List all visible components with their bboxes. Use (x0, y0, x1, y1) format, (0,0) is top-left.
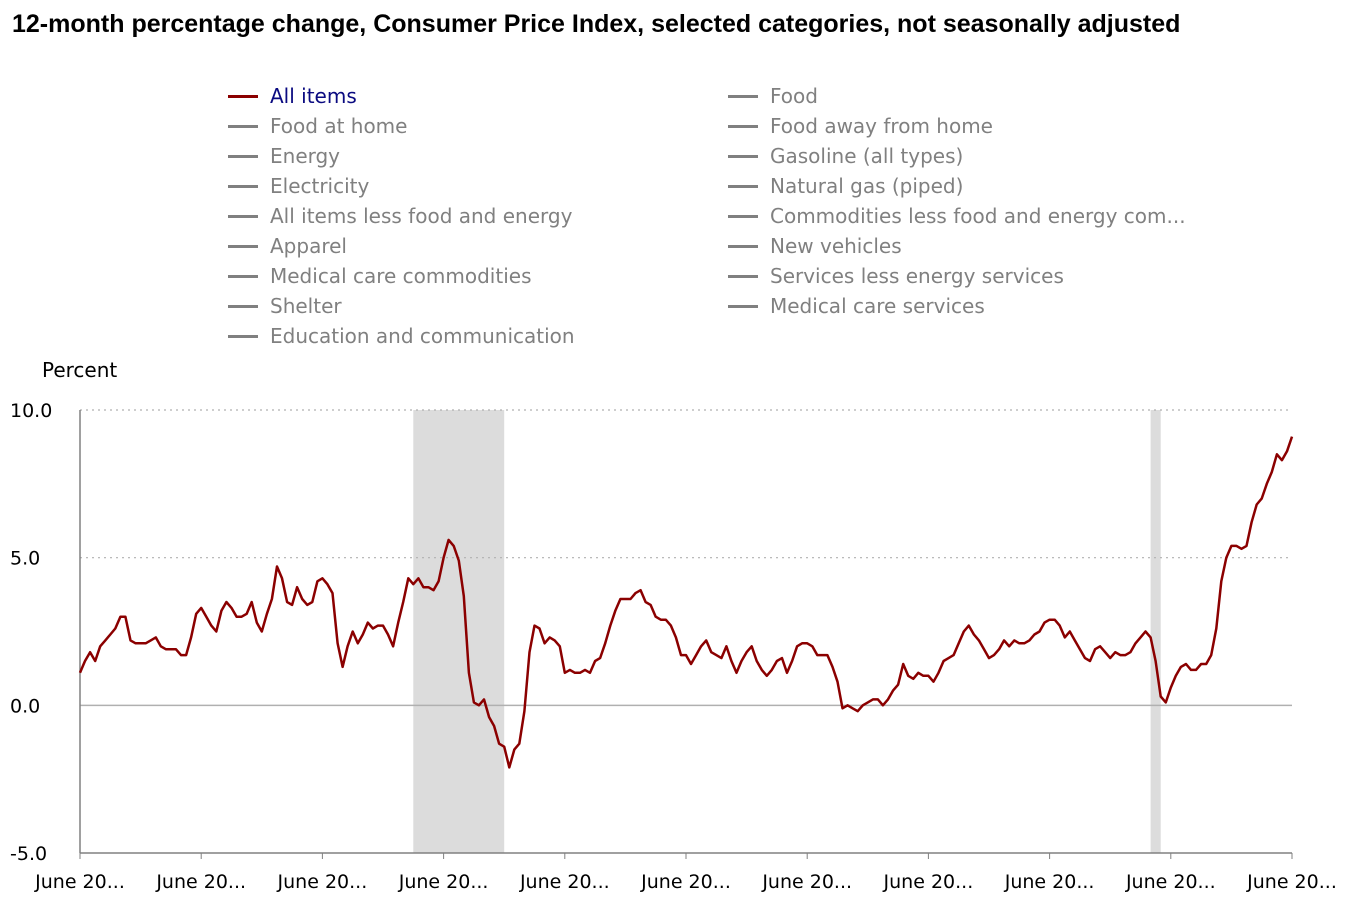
legend-label: Gasoline (all types) (770, 144, 964, 168)
x-tick-label: June 20... (1246, 871, 1337, 893)
legend-item-all-items-less-food-energy[interactable]: All items less food and energy (228, 201, 572, 231)
legend-label: Electricity (270, 174, 370, 198)
x-tick-label: June 20... (34, 871, 125, 893)
legend-label: Services less energy services (770, 264, 1064, 288)
legend-item-all-items[interactable]: All items (228, 81, 357, 111)
legend-swatch (728, 304, 758, 308)
legend-label: Food at home (270, 114, 408, 138)
x-tick-label: June 20... (155, 871, 246, 893)
legend-label: Apparel (270, 234, 347, 258)
legend-item-services-less-energy[interactable]: Services less energy services (728, 261, 1064, 291)
y-axis-title: Percent (42, 358, 118, 382)
legend-item-gasoline[interactable]: Gasoline (all types) (728, 141, 963, 171)
chart-title: 12-month percentage change, Consumer Pri… (12, 10, 1181, 38)
legend-item-medical-care-services[interactable]: Medical care services (728, 291, 985, 321)
legend-swatch (228, 214, 258, 218)
legend-label: All items less food and energy (270, 204, 573, 228)
legend-item-apparel[interactable]: Apparel (228, 231, 347, 261)
legend-item-medical-care-commodities[interactable]: Medical care commodities (228, 261, 531, 291)
x-tick-label: June 20... (519, 871, 610, 893)
legend-swatch (228, 244, 258, 248)
legend-label: Natural gas (piped) (770, 174, 964, 198)
legend-label: Education and communication (270, 324, 575, 348)
legend-label: Shelter (270, 294, 342, 318)
legend-item-new-vehicles[interactable]: New vehicles (728, 231, 902, 261)
legend-item-education-communication[interactable]: Education and communication (228, 321, 575, 351)
legend-label: Medical care services (770, 294, 985, 318)
legend-label: Commodities less food and energy com... (770, 204, 1186, 228)
y-tick-label: 10.0 (10, 400, 52, 422)
x-tick-label: June 20... (761, 871, 852, 893)
y-tick-label: -5.0 (10, 843, 47, 865)
legend-swatch (728, 94, 758, 98)
legend-item-food-away-from-home[interactable]: Food away from home (728, 111, 993, 141)
legend-item-natural-gas[interactable]: Natural gas (piped) (728, 171, 963, 201)
x-tick-label: June 20... (883, 871, 974, 893)
legend-label: Energy (270, 144, 341, 168)
legend-label: New vehicles (770, 234, 902, 258)
legend-swatch (228, 274, 258, 278)
legend-label: Food (770, 84, 818, 108)
x-tick-label: June 20... (640, 871, 731, 893)
legend-swatch (728, 124, 758, 128)
legend-swatch (228, 184, 258, 188)
legend-swatch (228, 334, 258, 338)
legend-swatch (728, 214, 758, 218)
legend-item-shelter[interactable]: Shelter (228, 291, 342, 321)
x-tick-label: June 20... (1004, 871, 1095, 893)
legend-swatch (728, 154, 758, 158)
x-tick-label: June 20... (398, 871, 489, 893)
legend-label: All items (270, 84, 357, 108)
legend-item-food-at-home[interactable]: Food at home (228, 111, 407, 141)
legend-item-energy[interactable]: Energy (228, 141, 340, 171)
legend-item-commodities-less-food-energy[interactable]: Commodities less food and energy com... (728, 201, 1186, 231)
legend-item-electricity[interactable]: Electricity (228, 171, 369, 201)
legend-item-food[interactable]: Food (728, 81, 818, 111)
legend-swatch (728, 244, 758, 248)
y-tick-label: 0.0 (10, 695, 40, 717)
recession-shade (413, 410, 505, 853)
legend-swatch (728, 184, 758, 188)
recession-shade (1150, 410, 1161, 853)
legend-swatch (728, 274, 758, 278)
legend-swatch (228, 124, 258, 128)
legend-swatch (228, 304, 258, 308)
legend-label: Medical care commodities (270, 264, 532, 288)
legend-swatch (228, 94, 258, 98)
legend-swatch (228, 154, 258, 158)
series-line-all-items (78, 436, 1294, 769)
x-tick-label: June 20... (277, 871, 368, 893)
x-tick-label: June 20... (1125, 871, 1216, 893)
legend-label: Food away from home (770, 114, 993, 138)
y-tick-label: 5.0 (10, 548, 40, 570)
